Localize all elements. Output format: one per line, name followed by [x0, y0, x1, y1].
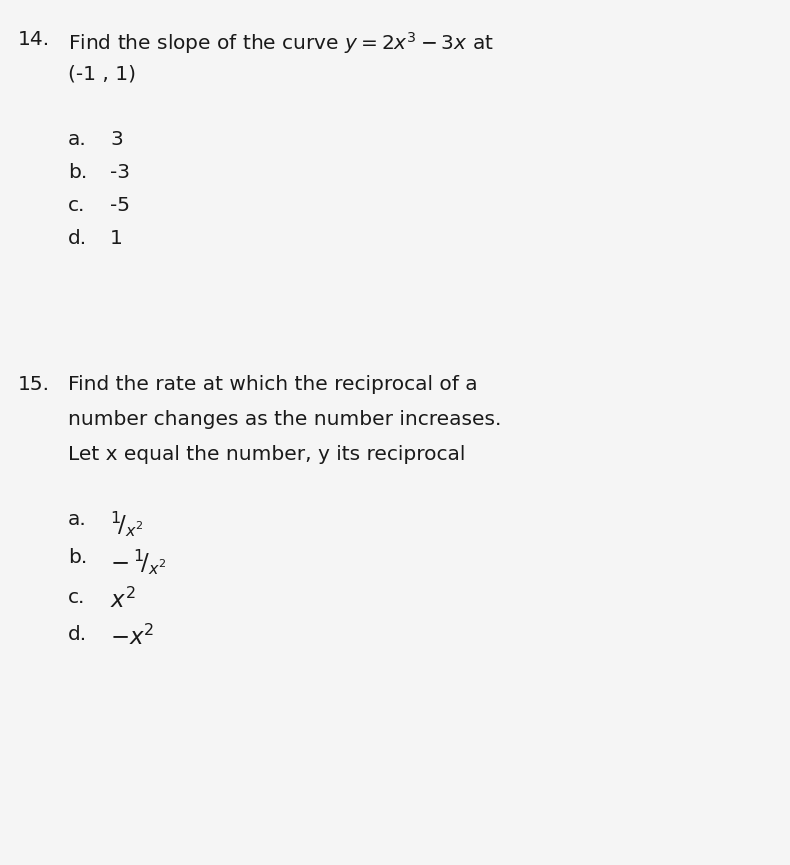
- Text: 14.: 14.: [18, 30, 50, 49]
- Text: Find the rate at which the reciprocal of a: Find the rate at which the reciprocal of…: [68, 375, 478, 394]
- Text: a.: a.: [68, 510, 87, 529]
- Text: $x^2$: $x^2$: [110, 588, 136, 613]
- Text: 3: 3: [110, 130, 122, 149]
- Text: (-1 , 1): (-1 , 1): [68, 65, 136, 84]
- Text: -5: -5: [110, 196, 130, 215]
- Text: Let x equal the number, y its reciprocal: Let x equal the number, y its reciprocal: [68, 445, 465, 464]
- Text: b.: b.: [68, 548, 87, 567]
- Text: a.: a.: [68, 130, 87, 149]
- Text: c.: c.: [68, 196, 85, 215]
- Text: b.: b.: [68, 163, 87, 182]
- Text: c.: c.: [68, 588, 85, 607]
- Text: 15.: 15.: [18, 375, 50, 394]
- Text: d.: d.: [68, 229, 87, 248]
- Text: 1: 1: [110, 229, 123, 248]
- Text: ${}^{1}\!/_{x^2}$: ${}^{1}\!/_{x^2}$: [110, 510, 144, 539]
- Text: -3: -3: [110, 163, 130, 182]
- Text: Find the slope of the curve $y = 2x^3 - 3x$ at: Find the slope of the curve $y = 2x^3 - …: [68, 30, 494, 56]
- Text: number changes as the number increases.: number changes as the number increases.: [68, 410, 502, 429]
- Text: d.: d.: [68, 625, 87, 644]
- Text: $-x^2$: $-x^2$: [110, 625, 154, 650]
- Text: $-\,{}^{1}\!/_{x^2}$: $-\,{}^{1}\!/_{x^2}$: [110, 548, 167, 577]
